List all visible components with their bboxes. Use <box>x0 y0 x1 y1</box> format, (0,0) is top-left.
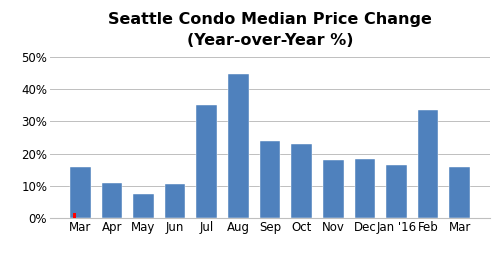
Bar <box>165 185 186 218</box>
Bar <box>292 144 312 218</box>
Bar <box>323 160 344 218</box>
Bar <box>74 213 76 218</box>
Bar <box>418 110 438 218</box>
Title: Seattle Condo Median Price Change
(Year-over-Year %): Seattle Condo Median Price Change (Year-… <box>108 12 432 48</box>
Bar <box>450 167 470 218</box>
Bar <box>260 141 280 218</box>
Bar <box>228 74 248 218</box>
Bar <box>354 159 375 218</box>
Bar <box>196 105 217 218</box>
Bar <box>133 194 154 218</box>
Bar <box>70 167 90 218</box>
Bar <box>386 165 407 218</box>
Bar <box>102 183 122 218</box>
